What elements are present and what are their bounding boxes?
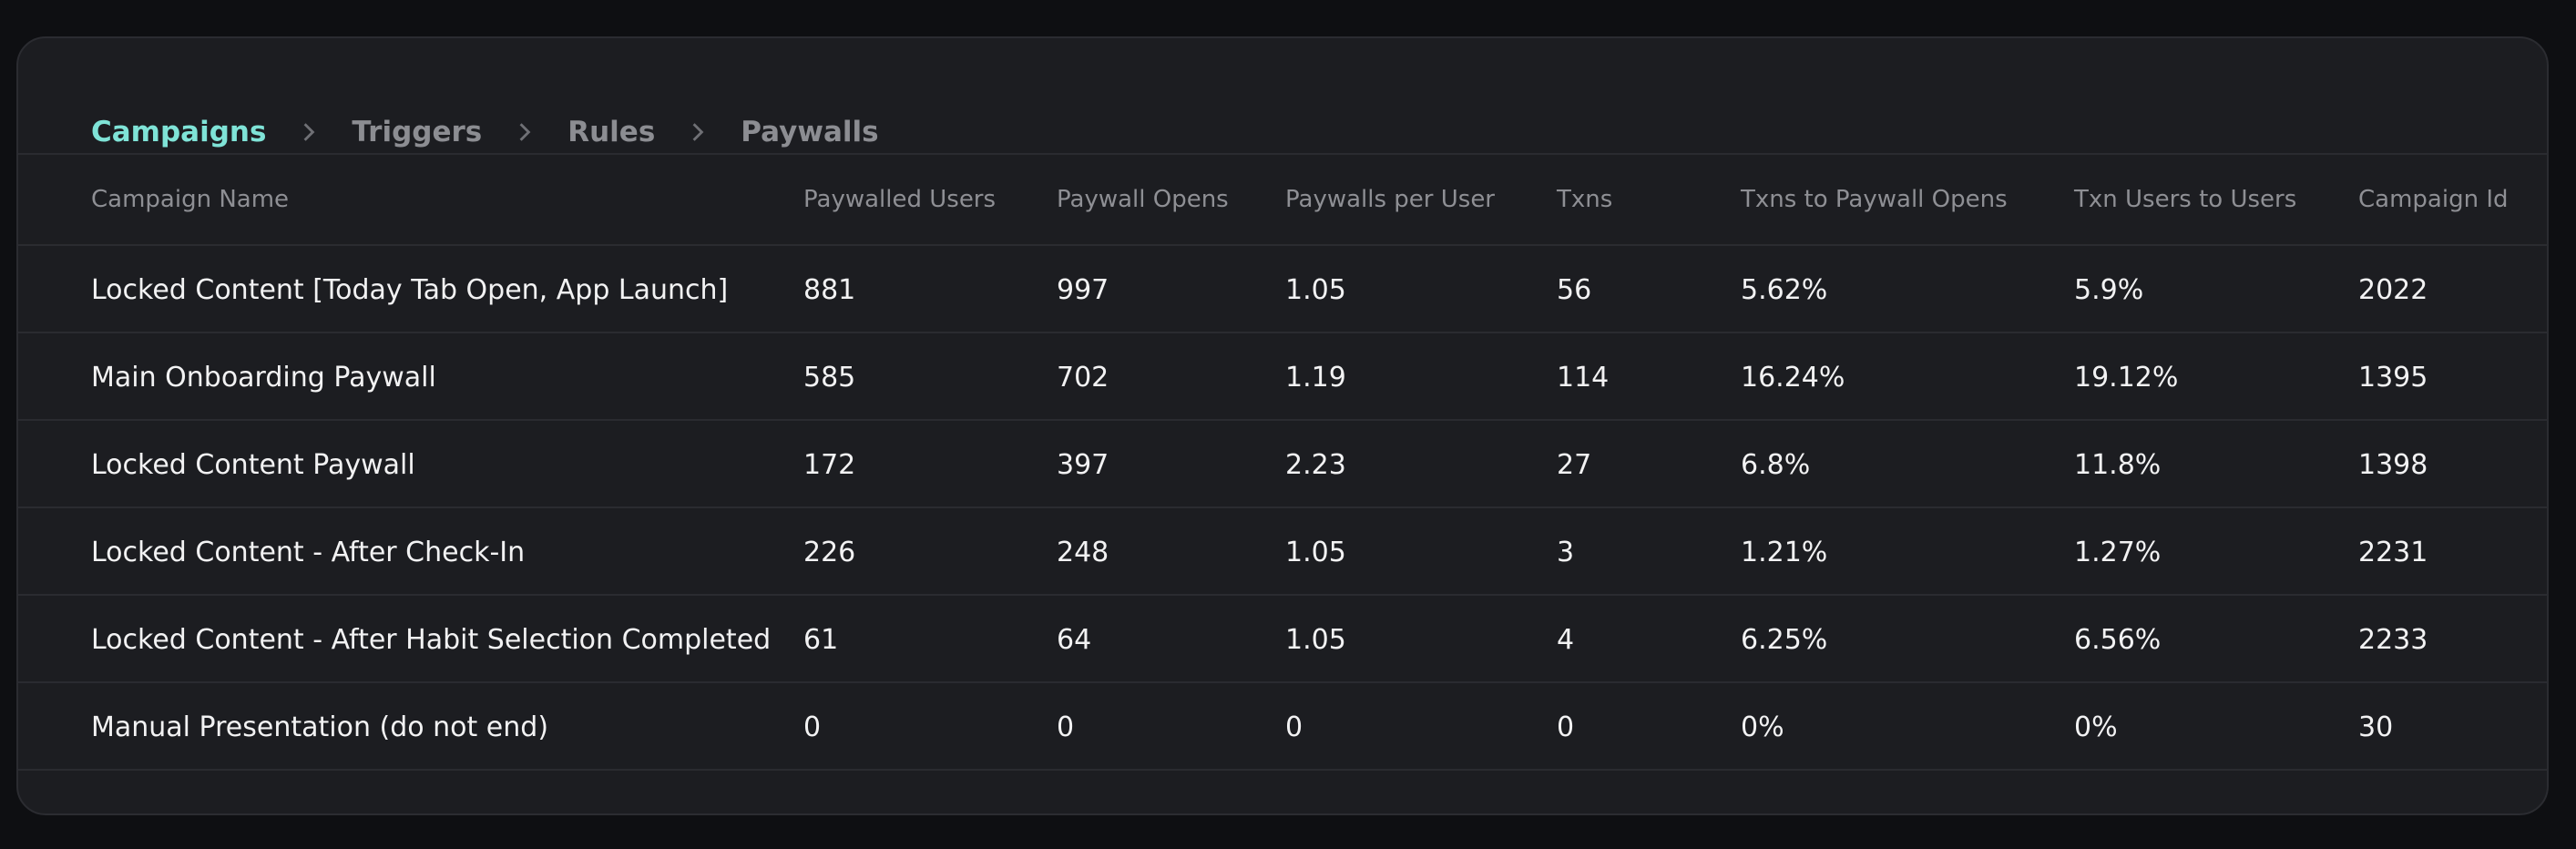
table-cell: Locked Content [Today Tab Open, App Laun… [91, 273, 729, 306]
breadcrumb-item[interactable]: Rules [567, 116, 656, 148]
chevron [304, 123, 315, 141]
table-cell: 2233 [2358, 623, 2428, 656]
breadcrumb-item[interactable]: Campaigns [91, 116, 267, 148]
table-cell: Paywall Opens [1057, 186, 1229, 213]
table-cell: 0 [803, 711, 822, 743]
breadcrumb-item[interactable]: Paywalls [741, 116, 879, 148]
table-cell: Paywalls per User [1285, 186, 1496, 213]
table-cell: 114 [1557, 361, 1610, 394]
table-cell: Campaign Name [91, 186, 290, 213]
table-cell: 1.27% [2074, 536, 2162, 568]
table-cell: Main Onboarding Paywall [91, 361, 436, 394]
breadcrumb: Campaigns Triggers Rules Paywalls [91, 96, 879, 169]
table-cell: 27 [1557, 448, 1592, 481]
table-cell: Locked Content - After Check-In [91, 536, 526, 568]
header-row: Campaign Name Paywalled Users Paywall Open… [18, 153, 2547, 244]
table-cell: Txn Users to Users [2074, 186, 2297, 213]
table-row[interactable]: Manual Presentation (do not end) 0 0 0 0 0% 0%… [18, 681, 2547, 771]
table-cell: 16.24% [1741, 361, 1845, 394]
table-end [18, 769, 2547, 772]
table-cell: 1.19 [1285, 361, 1346, 394]
table-cell: 702 [1057, 361, 1109, 394]
table-cell: 0 [1285, 711, 1303, 743]
chevron [692, 123, 704, 141]
table-cell: 226 [803, 536, 856, 568]
table-cell: Locked Content - After Habit Selection C… [91, 623, 772, 656]
table-row[interactable]: Locked Content Paywall 172 397 2.23 27 6.8% 11… [18, 419, 2547, 508]
table-row[interactable]: Main Onboarding Paywall 585 702 1.19 114 16.2… [18, 332, 2547, 421]
campaigns-card: Campaigns Triggers Rules Paywalls Campai… [16, 36, 2549, 815]
table-cell: 881 [803, 273, 856, 306]
table-cell: Campaign Id [2358, 186, 2509, 213]
table-row[interactable]: Locked Content - After Check-In 226 248 1.0… [18, 506, 2547, 596]
table-cell: 997 [1057, 273, 1109, 306]
table-row[interactable]: Locked Content - After Habit Selection C… [18, 594, 2547, 683]
table-cell: 0% [1741, 711, 1784, 743]
table-cell: 1395 [2358, 361, 2428, 394]
table-cell: 56 [1557, 273, 1592, 306]
breadcrumb-item[interactable]: Triggers [352, 116, 483, 148]
table-cell: 248 [1057, 536, 1109, 568]
chevron [519, 123, 531, 141]
table-cell: 5.9% [2074, 273, 2144, 306]
table-cell: 2022 [2358, 273, 2428, 306]
table-cell: 5.62% [1741, 273, 1828, 306]
table-cell: 3 [1557, 536, 1575, 568]
table-cell: 397 [1057, 448, 1109, 481]
table-cell: Txns [1557, 186, 1613, 213]
table-cell: 0 [1057, 711, 1075, 743]
table-cell: 1.05 [1285, 623, 1346, 656]
table-cell: Paywalled Users [803, 186, 997, 213]
table-cell: Locked Content Paywall [91, 448, 415, 481]
table-row[interactable]: Locked Content [Today Tab Open, App Laun… [18, 244, 2547, 333]
table-cell: 4 [1557, 623, 1575, 656]
table-cell: 1.05 [1285, 273, 1346, 306]
table-cell: 19.12% [2074, 361, 2179, 394]
table-cell: 6.8% [1741, 448, 1811, 481]
table-cell: 585 [803, 361, 856, 394]
table-cell: 1.05 [1285, 536, 1346, 568]
table-cell: 0 [1557, 711, 1575, 743]
table-cell: 30 [2358, 711, 2394, 743]
table-cell: 172 [803, 448, 856, 481]
table-cell: 6.25% [1741, 623, 1828, 656]
table-cell: 64 [1057, 623, 1092, 656]
table-cell: 2231 [2358, 536, 2428, 568]
table-cell: 61 [803, 623, 839, 656]
table-cell: 6.56% [2074, 623, 2162, 656]
table-cell: 2.23 [1285, 448, 1346, 481]
table-cell: 11.8% [2074, 448, 2162, 481]
table-cell: Manual Presentation (do not end) [91, 711, 549, 743]
table-cell: 0% [2074, 711, 2118, 743]
table-cell: 1.21% [1741, 536, 1828, 568]
table-cell: 1398 [2358, 448, 2428, 481]
table-cell: Txns to Paywall Opens [1741, 186, 2008, 213]
